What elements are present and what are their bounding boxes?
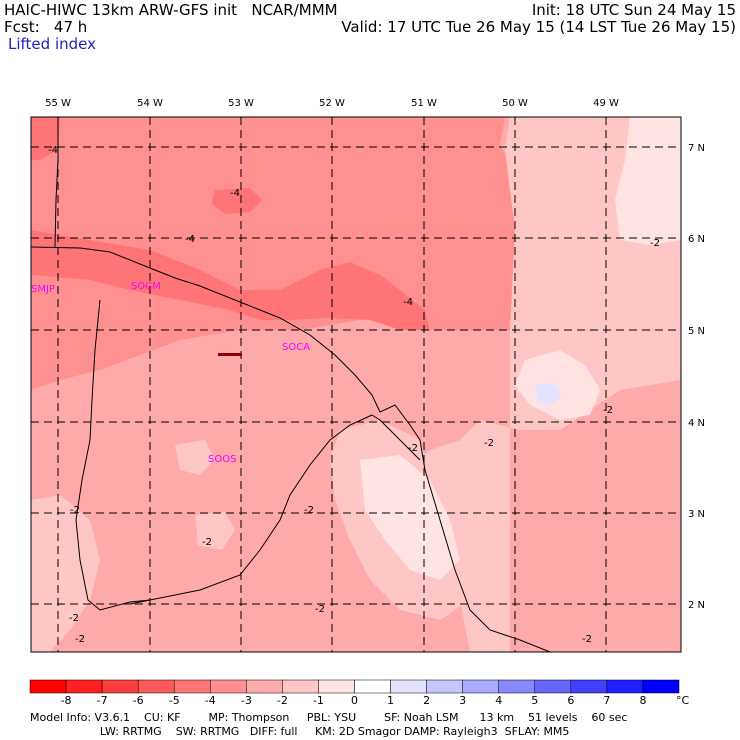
colorbar-tick-label: -5 bbox=[168, 694, 180, 707]
lon-label: 55 W bbox=[45, 98, 71, 109]
model-title: HAIC-HIWC 13km ARW-GFS init NCAR/MMM bbox=[4, 1, 338, 19]
map-frame bbox=[30, 116, 682, 653]
colorbar-swatch bbox=[390, 679, 427, 694]
contour-label: -4 bbox=[185, 234, 195, 245]
lat-label: 5 N bbox=[688, 326, 705, 337]
contour-label: -2 bbox=[202, 537, 212, 548]
station-label: SOCM bbox=[131, 281, 161, 292]
shade-pos-e bbox=[535, 383, 562, 405]
colorbar-swatch bbox=[570, 679, 608, 694]
border-west bbox=[54, 117, 151, 611]
colorbar-swatch bbox=[65, 679, 103, 694]
contour-label: -2 bbox=[650, 238, 660, 249]
init-time: Init: 18 UTC Sun 24 May 15 bbox=[531, 1, 736, 19]
shade-minus4-north bbox=[31, 117, 520, 390]
colorbar bbox=[29, 679, 680, 694]
contour-label: -2 bbox=[75, 634, 85, 645]
contour-label: -4 bbox=[403, 297, 413, 308]
colorbar-tick-label: 1 bbox=[387, 694, 395, 707]
colorbar-swatch bbox=[318, 679, 355, 694]
contour-label: -4 bbox=[230, 188, 240, 199]
contour-label: -2 bbox=[603, 405, 613, 416]
lon-label: 54 W bbox=[137, 98, 163, 109]
colorbar-tick-label: 7 bbox=[603, 694, 611, 707]
shade-minus2-sw2 bbox=[175, 440, 215, 475]
lat-label: 3 N bbox=[688, 509, 705, 520]
contour-label: -2 bbox=[315, 604, 325, 615]
contour-label: -2 bbox=[69, 613, 79, 624]
shade-minus5-top bbox=[31, 117, 60, 160]
colorbar-tick-label: -8 bbox=[60, 694, 72, 707]
lat-label: 2 N bbox=[688, 600, 705, 611]
shade-minus1-central2 bbox=[360, 455, 460, 580]
colorbar-tick-label: -7 bbox=[96, 694, 108, 707]
shade-minus2-s bbox=[195, 512, 235, 550]
lat-label: 6 N bbox=[688, 234, 705, 245]
station-marker bbox=[218, 353, 242, 356]
colorbar-swatch bbox=[210, 679, 247, 694]
station-label: SOCA bbox=[282, 342, 310, 353]
contour-label: -2 bbox=[484, 438, 494, 449]
colorbar-tick-label: -4 bbox=[204, 694, 216, 707]
lon-label: 52 W bbox=[319, 98, 345, 109]
colorbar-tick-label: 4 bbox=[495, 694, 503, 707]
colorbar-unit: °C bbox=[676, 694, 690, 707]
forecast-hour: Fcst: 47 h bbox=[4, 18, 88, 36]
colorbar-swatch bbox=[642, 679, 680, 694]
lon-label: 49 W bbox=[593, 98, 619, 109]
lon-label: 53 W bbox=[228, 98, 254, 109]
lat-label: 7 N bbox=[688, 143, 705, 154]
colorbar-swatch bbox=[101, 679, 139, 694]
coastline bbox=[31, 246, 551, 652]
colorbar-tick-label: 6 bbox=[567, 694, 575, 707]
colorbar-tick-label: 5 bbox=[531, 694, 539, 707]
colorbar-swatch bbox=[606, 679, 644, 694]
contour-label: -2 bbox=[582, 634, 592, 645]
shade-minus1-ne bbox=[615, 117, 681, 245]
shade-minus2-sw bbox=[31, 495, 100, 652]
colorbar-swatch bbox=[246, 679, 283, 694]
station-label: SMJP bbox=[31, 284, 55, 295]
contour-label: -2 bbox=[408, 443, 418, 454]
colorbar-swatch bbox=[173, 679, 211, 694]
colorbar-swatch bbox=[462, 679, 499, 694]
lat-label: 4 N bbox=[688, 418, 705, 429]
colorbar-swatch bbox=[137, 679, 175, 694]
shade-minus5-blob bbox=[212, 188, 262, 214]
border-mid bbox=[129, 414, 373, 605]
field-shading bbox=[31, 117, 681, 652]
colorbar-swatch bbox=[534, 679, 572, 694]
field-name: Lifted index bbox=[8, 35, 96, 53]
station-label: SOOS bbox=[208, 454, 236, 465]
colorbar-tick-label: 0 bbox=[351, 694, 358, 707]
lon-label: 51 W bbox=[411, 98, 437, 109]
shade-minus5-band bbox=[31, 230, 430, 330]
colorbar-swatch bbox=[498, 679, 536, 694]
colorbar-tick-label: -1 bbox=[312, 694, 324, 707]
colorbar-swatch bbox=[354, 679, 391, 694]
valid-time: Valid: 17 UTC Tue 26 May 15 (14 LST Tue … bbox=[341, 18, 736, 36]
model-info-line2: LW: RRTMG SW: RRTMG DIFF: full KM: 2D Sm… bbox=[30, 725, 570, 738]
contour-label: -4 bbox=[48, 145, 58, 156]
colorbar-swatch bbox=[426, 679, 463, 694]
contour-label: -2 bbox=[304, 505, 314, 516]
colorbar-tick-label: -6 bbox=[132, 694, 144, 707]
borders bbox=[31, 117, 551, 652]
model-info-line1: Model Info: V3.6.1 CU: KF MP: Thompson P… bbox=[30, 711, 628, 724]
colorbar-tick-label: 8 bbox=[639, 694, 647, 707]
lon-label: 50 W bbox=[502, 98, 528, 109]
border-east bbox=[371, 414, 421, 461]
colorbar-tick-label: 3 bbox=[459, 694, 467, 707]
colorbar-tick-label: 2 bbox=[423, 694, 431, 707]
colorbar-swatch bbox=[282, 679, 319, 694]
colorbar-tick-label: -3 bbox=[240, 694, 252, 707]
colorbar-tick-label: -2 bbox=[276, 694, 288, 707]
shade-minus1-e bbox=[515, 350, 600, 420]
contour-label: -2 bbox=[70, 505, 80, 516]
lat-lon-grid bbox=[31, 117, 681, 652]
colorbar-swatch bbox=[29, 679, 67, 694]
